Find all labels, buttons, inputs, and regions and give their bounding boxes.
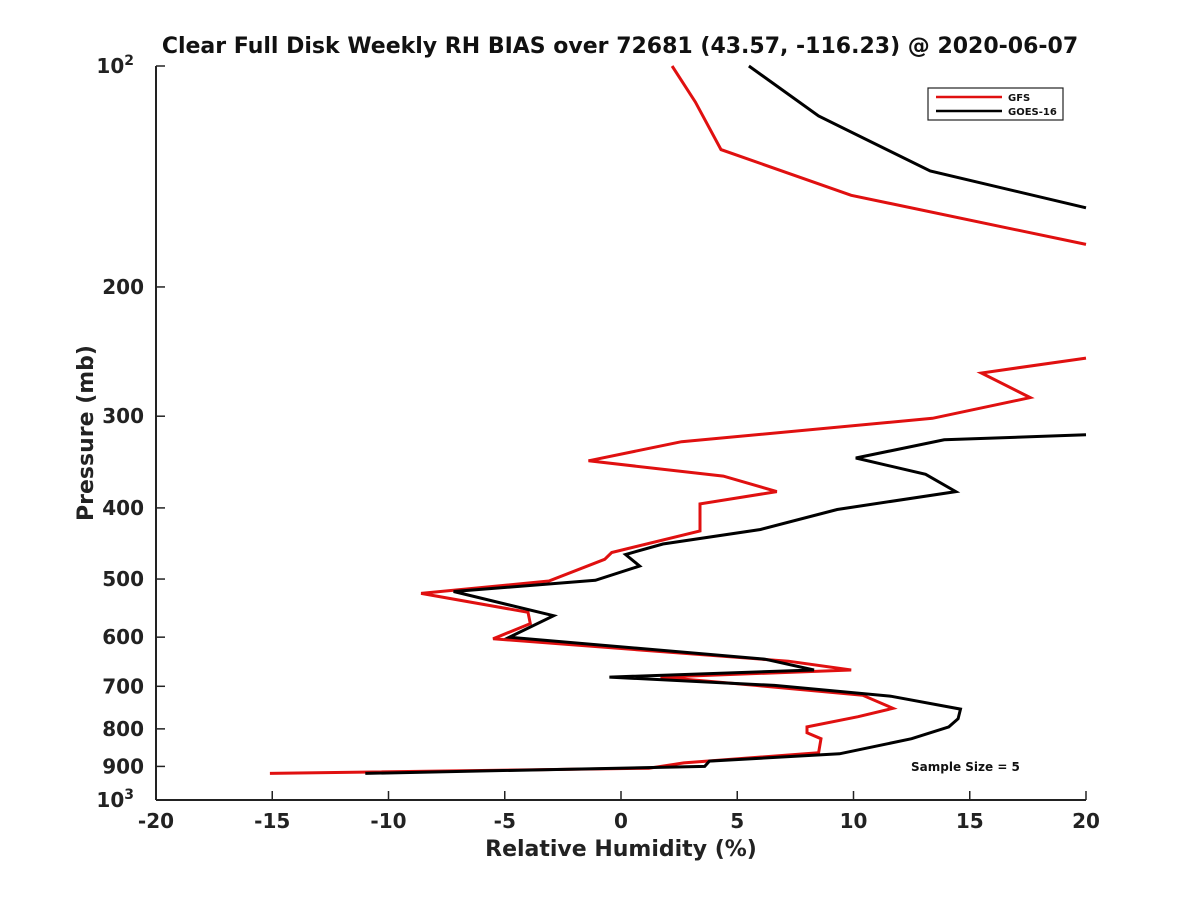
y-tick-label: 700 bbox=[102, 674, 144, 698]
legend-label-gfs: GFS bbox=[1008, 93, 1030, 104]
sample-size-annotation: Sample Size = 5 bbox=[911, 760, 1020, 774]
y-tick-label: 400 bbox=[102, 496, 144, 520]
y-tick-label: 200 bbox=[102, 275, 144, 299]
x-tick-label: -20 bbox=[138, 809, 174, 833]
series-layer bbox=[269, 64, 1087, 775]
x-axis-label: Relative Humidity (%) bbox=[485, 837, 757, 862]
x-tick-label: 5 bbox=[730, 809, 744, 833]
x-tick-label: 0 bbox=[614, 809, 628, 833]
series-line-goes-16 bbox=[365, 64, 1087, 775]
y-tick-label: 300 bbox=[102, 404, 144, 428]
x-tick-label: -15 bbox=[254, 809, 290, 833]
y-axis-label: Pressure (mb) bbox=[74, 345, 99, 521]
x-axis-ticks: -20 -15 -10 -5 0 5 10 15 20 bbox=[138, 791, 1100, 833]
chart-title: Clear Full Disk Weekly RH BIAS over 7268… bbox=[162, 34, 1078, 59]
x-tick-label: -10 bbox=[370, 809, 406, 833]
y-tick-label: 600 bbox=[102, 625, 144, 649]
y-tick-label: 103 bbox=[96, 787, 134, 812]
x-tick-label: -5 bbox=[494, 809, 516, 833]
x-tick-label: 15 bbox=[956, 809, 984, 833]
y-tick-label: 102 bbox=[96, 53, 134, 78]
y-tick-label: 500 bbox=[102, 567, 144, 591]
y-axis-ticks: 102 200 300 400 500 600 700 800 900 103 bbox=[96, 53, 165, 812]
legend-label-goes16: GOES-16 bbox=[1008, 107, 1057, 118]
legend-box bbox=[927, 87, 1064, 121]
x-tick-label: 10 bbox=[840, 809, 868, 833]
x-tick-label: 20 bbox=[1072, 809, 1100, 833]
legend: GFS GOES-16 bbox=[927, 87, 1064, 121]
series-line-gfs bbox=[269, 65, 1087, 775]
y-tick-label: 800 bbox=[102, 717, 144, 741]
y-tick-label: 900 bbox=[102, 754, 144, 778]
